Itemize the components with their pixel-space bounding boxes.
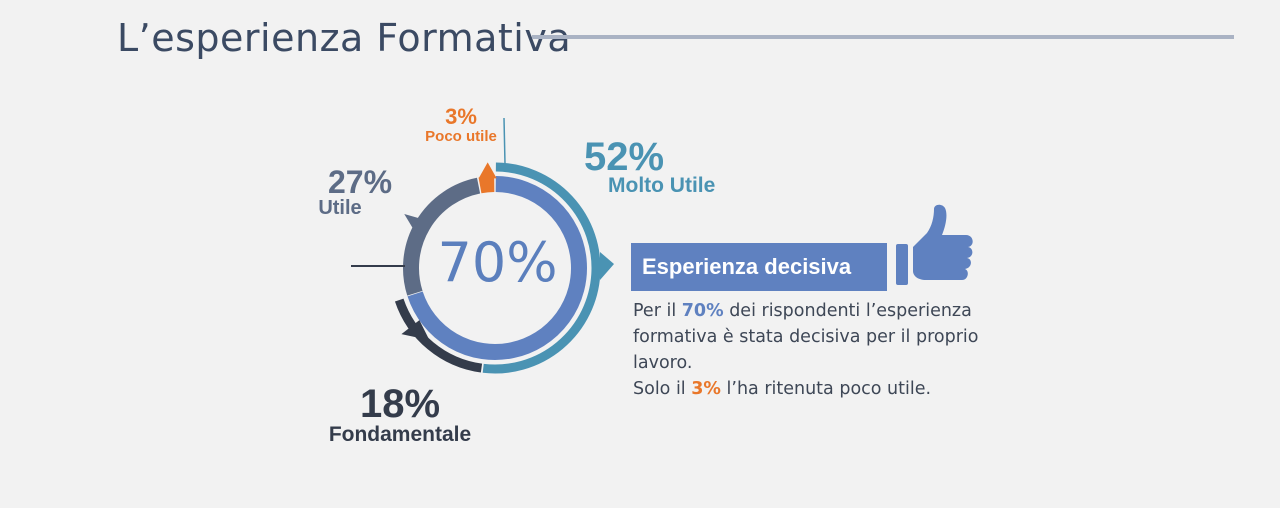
- value-label-utile: 27%: [327, 164, 393, 200]
- thumbs-up-icon: [896, 204, 973, 285]
- page-title: L’esperienza Formativa: [117, 16, 572, 60]
- center-percentage: 70%: [437, 231, 558, 294]
- arrow-poco-utile: [478, 162, 497, 179]
- arrow-utile: [404, 214, 419, 234]
- desc-highlight-70: 70%: [681, 301, 724, 321]
- decisive-inner-ring: [407, 176, 587, 360]
- segment-molto-utile: [482, 162, 601, 374]
- segment-poco-utile: [478, 176, 495, 194]
- label-fondamentale: 18% Fondamentale: [320, 384, 480, 445]
- divider-top: [503, 117, 506, 165]
- value-label-poco-utile: 3%: [445, 104, 477, 129]
- arrow-fondamentale: [401, 320, 430, 341]
- category-label-poco-utile: Poco utile: [425, 128, 497, 145]
- callout-description: Per il 70% dei rispondenti l’esperienza …: [633, 298, 993, 402]
- category-label-utile: Utile: [318, 197, 362, 219]
- callout-heading: Esperienza decisiva: [631, 243, 887, 291]
- segment-fondamentale: [394, 298, 483, 373]
- desc-highlight-3: 3%: [691, 379, 721, 399]
- desc-text-4: l’ha ritenuta poco utile.: [720, 379, 932, 399]
- desc-text-1: Per il: [633, 301, 682, 321]
- label-molto-utile: 52% Molto Utile: [584, 137, 715, 196]
- category-label-molto-utile: Molto Utile: [608, 174, 716, 197]
- segment-utile: [403, 177, 481, 296]
- label-utile: 27% Utile: [310, 166, 410, 218]
- arrow-molto-utile: [600, 252, 614, 280]
- title-rule: [532, 35, 1234, 39]
- label-poco-utile: 3% Poco utile: [414, 104, 508, 145]
- value-label-molto-utile: 52%: [584, 135, 665, 179]
- value-label-fondamentale: 18%: [359, 382, 441, 426]
- category-label-fondamentale: Fondamentale: [328, 423, 472, 446]
- desc-text-3: Solo il: [633, 379, 692, 399]
- desc-text-2: dei rispondenti l’esperienza formativa è…: [633, 301, 979, 373]
